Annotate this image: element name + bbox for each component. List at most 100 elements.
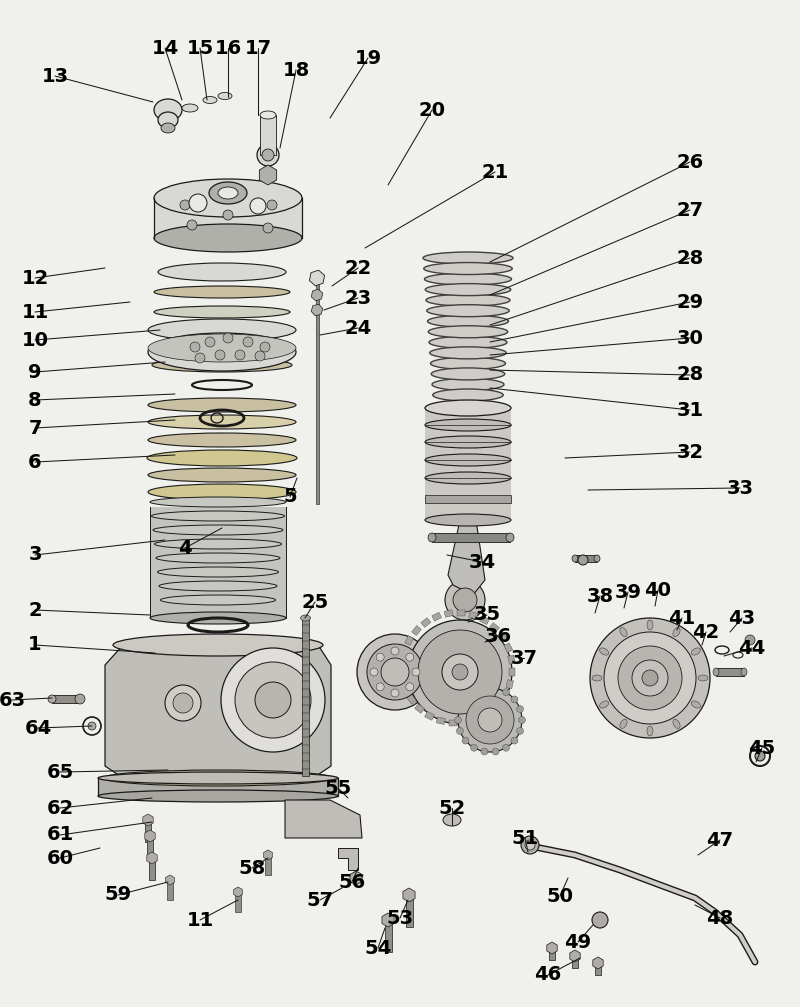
Circle shape [618,646,682,710]
Text: 8: 8 [28,391,42,410]
Text: 25: 25 [302,592,329,611]
Circle shape [517,706,523,713]
Bar [572,956,578,968]
Bar [150,507,286,618]
Text: 50: 50 [546,886,574,905]
Text: 5: 5 [283,487,297,507]
Bar [449,720,457,726]
Circle shape [381,658,409,686]
Text: 12: 12 [22,269,49,288]
Ellipse shape [218,187,238,199]
Ellipse shape [443,814,461,826]
Text: 40: 40 [645,580,671,599]
Text: 42: 42 [692,622,720,641]
Text: 6: 6 [28,452,42,471]
Text: 3: 3 [28,546,42,565]
Circle shape [481,748,488,755]
Circle shape [250,198,266,214]
Circle shape [263,223,273,233]
Ellipse shape [148,333,296,371]
Circle shape [406,683,414,691]
Ellipse shape [148,334,296,362]
Text: 29: 29 [677,292,703,311]
Text: 21: 21 [482,162,509,181]
Ellipse shape [425,273,511,285]
Bar [52,695,80,703]
Ellipse shape [599,701,609,708]
Ellipse shape [150,612,286,624]
Text: 19: 19 [354,48,382,67]
Text: 57: 57 [306,890,334,909]
Bar [425,711,434,720]
Circle shape [592,912,608,928]
Bar [315,272,318,504]
Ellipse shape [691,648,701,656]
Ellipse shape [427,315,509,327]
Ellipse shape [218,93,232,100]
Bar [406,895,413,927]
Ellipse shape [673,627,680,636]
Text: 35: 35 [474,605,501,624]
Ellipse shape [161,595,275,605]
Bar [385,920,392,952]
Ellipse shape [255,682,291,718]
Ellipse shape [103,770,333,786]
Ellipse shape [154,286,290,298]
Text: 63: 63 [0,691,26,710]
Circle shape [457,727,463,734]
Text: 24: 24 [344,318,372,337]
Circle shape [590,618,710,738]
Bar [479,615,490,624]
Text: 28: 28 [676,366,704,385]
Ellipse shape [698,675,708,681]
Ellipse shape [156,553,280,563]
Ellipse shape [158,112,178,128]
Text: 48: 48 [706,908,734,927]
Text: 18: 18 [282,60,310,80]
Circle shape [255,351,265,361]
Text: 43: 43 [729,608,755,627]
Circle shape [205,337,215,347]
Ellipse shape [423,252,513,264]
Ellipse shape [426,294,510,306]
Bar [509,668,515,676]
Ellipse shape [159,581,277,591]
Bar [504,642,513,653]
Ellipse shape [301,615,310,621]
Text: 45: 45 [748,738,776,757]
Ellipse shape [425,400,511,416]
Ellipse shape [113,634,323,656]
Bar [506,680,514,689]
Ellipse shape [599,648,609,656]
Bar [154,198,302,238]
Circle shape [755,751,765,761]
Text: 27: 27 [677,200,703,220]
Text: 34: 34 [469,553,495,572]
Circle shape [502,744,510,751]
Polygon shape [338,848,358,870]
Bar [457,610,465,616]
Text: 7: 7 [28,419,42,437]
Circle shape [370,668,378,676]
Ellipse shape [426,305,510,316]
Bar [490,622,499,632]
Text: 39: 39 [614,582,642,601]
Ellipse shape [431,368,505,380]
Text: 26: 26 [676,152,704,171]
Bar [401,648,408,657]
Ellipse shape [673,719,680,728]
Ellipse shape [150,497,286,507]
Circle shape [511,737,518,744]
Ellipse shape [572,555,578,562]
Bar [98,778,338,796]
Ellipse shape [158,567,278,577]
Text: 49: 49 [565,932,591,952]
Circle shape [454,717,462,723]
Circle shape [408,620,512,724]
Ellipse shape [430,346,506,358]
Circle shape [376,654,384,662]
Text: 62: 62 [46,799,74,818]
Text: 11: 11 [22,302,49,321]
Circle shape [578,555,588,565]
Circle shape [511,696,518,703]
